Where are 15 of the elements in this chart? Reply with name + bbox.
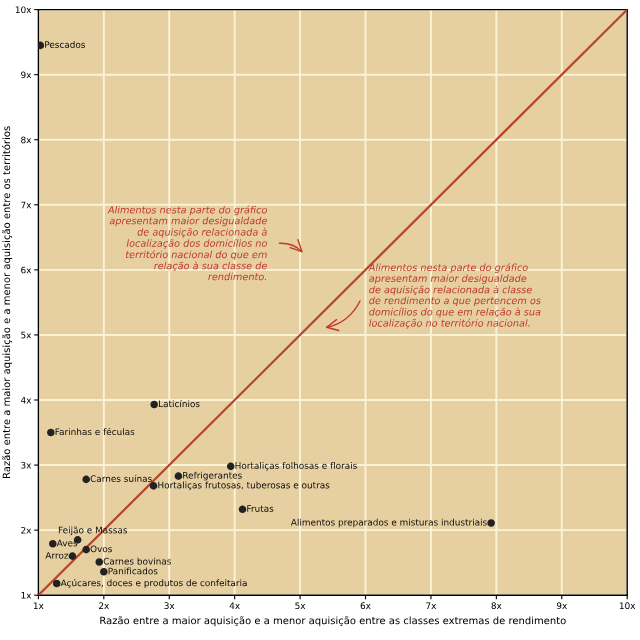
point (174, 472, 183, 480)
point (82, 545, 90, 554)
point (68, 552, 77, 560)
point (95, 558, 104, 566)
point (38, 41, 45, 50)
point (49, 540, 57, 548)
point (149, 482, 158, 490)
point (226, 462, 235, 471)
point (47, 428, 55, 437)
point (238, 505, 247, 514)
point (100, 567, 108, 576)
point (487, 519, 495, 527)
point (52, 579, 61, 588)
point (82, 475, 90, 484)
point (150, 400, 158, 409)
